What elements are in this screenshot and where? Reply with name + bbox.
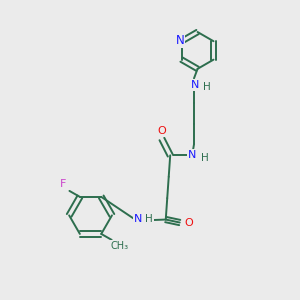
Text: CH₃: CH₃	[111, 241, 129, 251]
Text: H: H	[145, 214, 153, 224]
Text: F: F	[60, 179, 67, 189]
Text: O: O	[157, 126, 166, 136]
Text: N: N	[188, 150, 196, 161]
Text: H: H	[201, 153, 209, 163]
Text: N: N	[190, 80, 199, 90]
Text: O: O	[184, 218, 193, 227]
Text: N: N	[176, 34, 184, 47]
Text: N: N	[134, 214, 142, 224]
Text: H: H	[203, 82, 211, 92]
